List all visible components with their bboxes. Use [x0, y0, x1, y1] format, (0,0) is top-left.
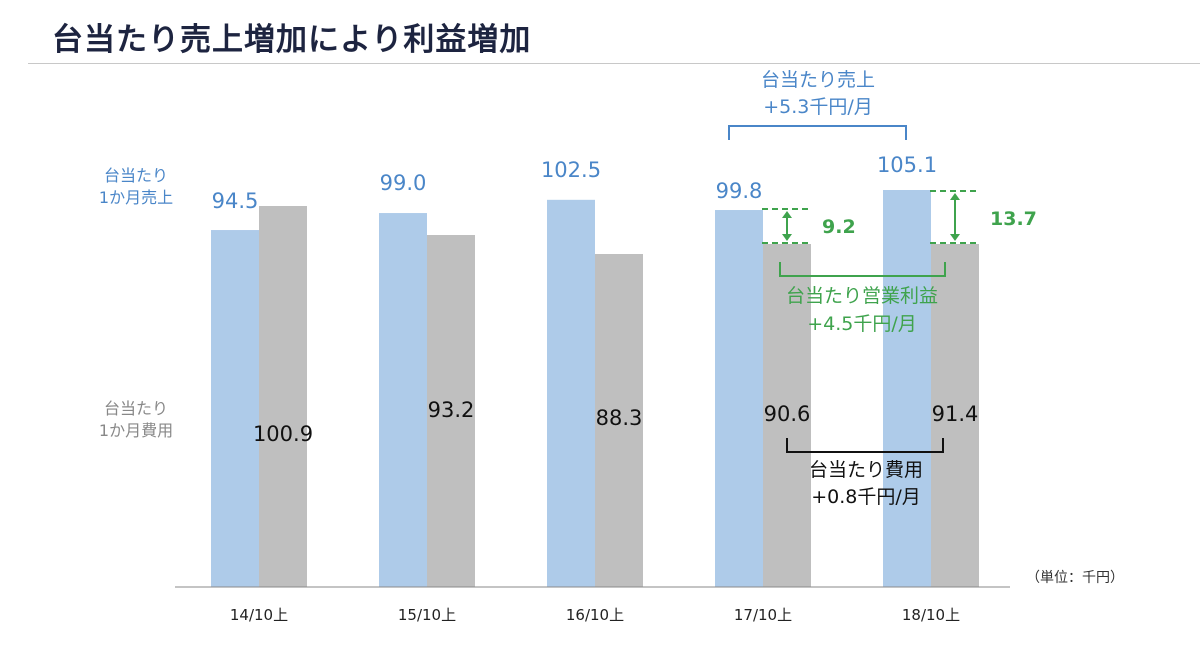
- data-label-cost: 90.6: [764, 402, 811, 426]
- bar-cost-1: [259, 206, 307, 587]
- bar-sales-3: [547, 199, 595, 588]
- row-label-cost-line1: 台当たり: [104, 399, 168, 418]
- bar-sales-2: [379, 213, 427, 587]
- profit-change-label-line1: 台当たり営業利益: [786, 285, 938, 307]
- data-label-sales: 99.0: [380, 171, 427, 195]
- profit-marker-18-arrow-head-up: [950, 193, 960, 200]
- profit-marker-17-arrow-head-up: [782, 211, 792, 218]
- data-label-cost: 93.2: [428, 398, 475, 422]
- profit-change-label-line2: +4.5千円/月: [807, 313, 917, 335]
- data-label-sales: 94.5: [212, 189, 259, 213]
- x-tick-label: 16/10上: [566, 606, 624, 624]
- sales-change-label-line2: +5.3千円/月: [763, 96, 873, 118]
- cost-change-label-line1: 台当たり費用: [809, 459, 923, 481]
- data-label-cost: 91.4: [932, 402, 979, 426]
- x-tick-label: 17/10上: [734, 606, 792, 624]
- x-tick-label: 18/10上: [902, 606, 960, 624]
- bar-cost-4: [763, 244, 811, 587]
- cost-change-bracket: [786, 438, 944, 453]
- profit-marker-18-arrow-head-down: [950, 234, 960, 241]
- cost-change-label-line2: +0.8千円/月: [811, 486, 921, 508]
- x-tick-label: 15/10上: [398, 606, 456, 624]
- x-tick-label: 14/10上: [230, 606, 288, 624]
- title-divider: [28, 63, 1200, 64]
- row-label-cost-line2: 1か月費用: [99, 421, 173, 440]
- data-label-cost: 100.9: [253, 422, 313, 446]
- profit-marker-17-label: 9.2: [822, 216, 856, 238]
- data-label-sales: 105.1: [877, 153, 937, 177]
- unit-note: （単位：千円）: [1026, 570, 1124, 586]
- profit-marker-17-arrow-head-down: [782, 234, 792, 241]
- profit-marker-18-label: 13.7: [990, 208, 1037, 230]
- data-label-cost: 88.3: [596, 406, 643, 430]
- bar-sales-4: [715, 210, 763, 588]
- sales-change-bracket: [728, 125, 907, 140]
- bar-cost-2: [427, 235, 475, 587]
- profit-change-bracket: [779, 262, 946, 277]
- bar-sales-1: [211, 230, 259, 587]
- bar-cost-3: [595, 254, 643, 587]
- bar-cost-5: [931, 244, 979, 587]
- data-label-sales: 99.8: [716, 179, 763, 203]
- data-label-sales: 102.5: [541, 158, 601, 182]
- row-label-sales-line1: 台当たり: [104, 166, 168, 185]
- row-label-sales-line2: 1か月売上: [99, 188, 173, 207]
- page-title: 台当たり売上増加により利益増加: [52, 22, 532, 58]
- sales-change-label-line1: 台当たり売上: [761, 69, 875, 91]
- bar-sales-5: [883, 190, 931, 587]
